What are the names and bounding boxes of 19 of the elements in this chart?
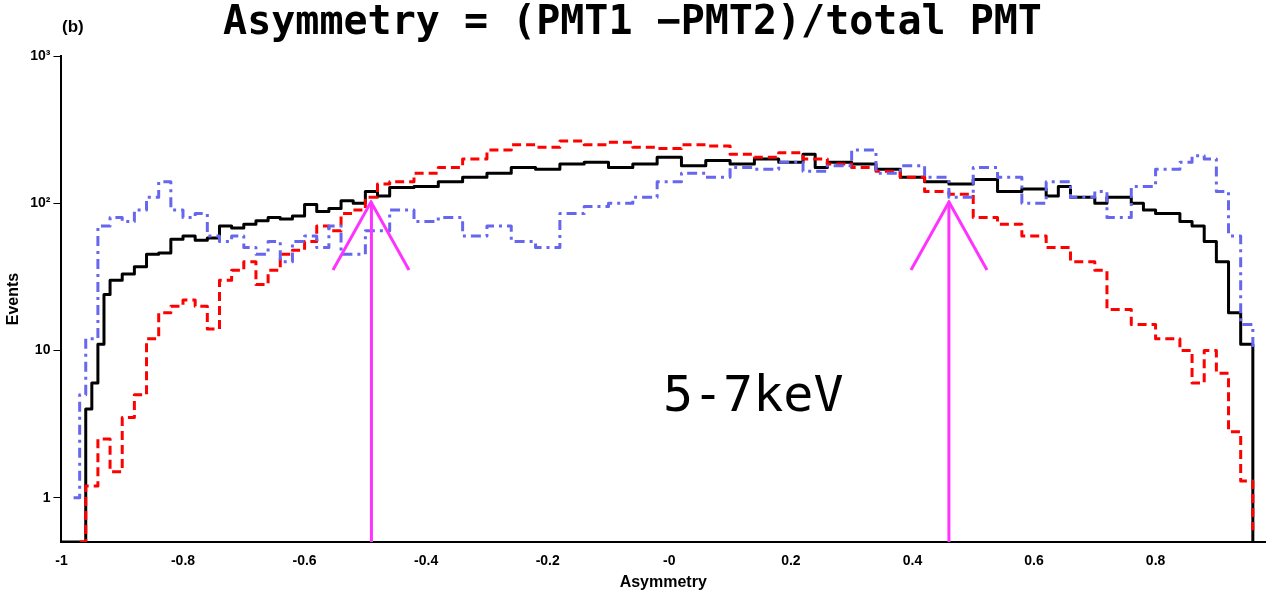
x-tick-label: 0.8	[1145, 552, 1166, 569]
x-tick-label: 0.6	[1024, 552, 1044, 569]
x-tick-label: -0.6	[292, 552, 317, 569]
chart-title: Asymmetry = (PMT1 −PMT2)/total PMT	[223, 0, 1042, 44]
x-tick-label: -0.2	[535, 552, 560, 569]
x-tick-label: 0.4	[902, 552, 923, 569]
x-tick-label: -0.8	[170, 552, 196, 569]
x-tick-label: 0.2	[781, 552, 801, 569]
x-tick-label: -0.4	[414, 552, 439, 569]
y-tick-label: 10	[34, 341, 51, 358]
x-axis-title: Asymmetry	[619, 572, 707, 590]
y-tick-label: 10³	[30, 46, 51, 63]
annotation: 5-7keV	[662, 364, 844, 423]
x-tick-label: -0	[663, 552, 676, 569]
y-axis-title: Events	[4, 272, 22, 326]
y-tick-label: 10²	[30, 194, 51, 211]
y-tick-label: 1	[42, 488, 51, 505]
text: (b)	[62, 17, 84, 36]
x-tick-label: -1	[55, 552, 68, 569]
